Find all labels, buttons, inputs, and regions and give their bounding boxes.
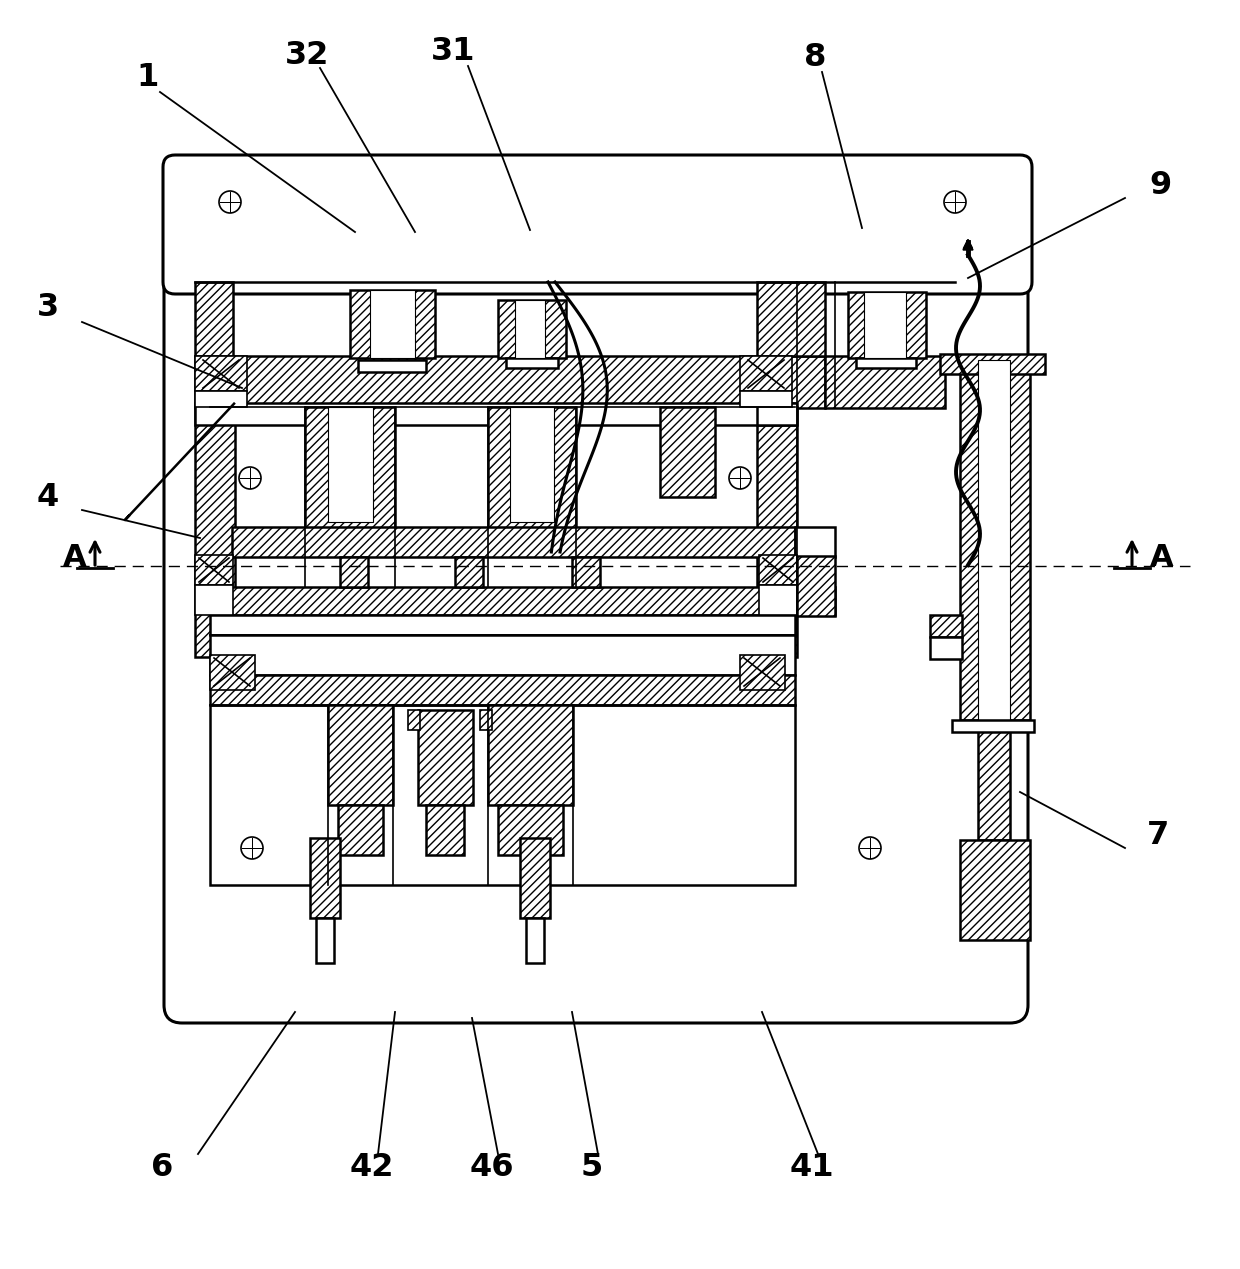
Text: 4: 4: [37, 482, 60, 514]
Bar: [960, 840, 1030, 940]
Bar: [660, 407, 715, 497]
Bar: [305, 407, 396, 537]
Text: 6: 6: [151, 1152, 174, 1184]
Bar: [340, 557, 368, 588]
Bar: [759, 555, 797, 585]
Bar: [825, 357, 945, 409]
Bar: [740, 391, 792, 407]
Bar: [498, 299, 565, 358]
Bar: [210, 634, 795, 675]
Text: A: A: [63, 543, 87, 572]
FancyBboxPatch shape: [164, 227, 1028, 1023]
Bar: [952, 720, 1034, 732]
Bar: [370, 291, 415, 358]
Bar: [210, 706, 795, 884]
Bar: [756, 282, 825, 357]
Bar: [418, 709, 472, 805]
Bar: [339, 805, 383, 855]
Bar: [195, 282, 233, 357]
Bar: [195, 555, 233, 585]
Circle shape: [241, 838, 263, 859]
Bar: [795, 588, 835, 615]
Bar: [210, 588, 795, 615]
Bar: [515, 299, 546, 358]
Bar: [455, 557, 484, 588]
Bar: [572, 557, 600, 588]
Text: 46: 46: [470, 1152, 515, 1184]
Text: 32: 32: [285, 39, 329, 71]
Bar: [930, 615, 962, 637]
Text: 31: 31: [430, 37, 475, 67]
Bar: [960, 360, 1030, 720]
Polygon shape: [963, 240, 973, 250]
Bar: [329, 706, 393, 805]
Circle shape: [859, 838, 880, 859]
Circle shape: [729, 467, 751, 489]
Circle shape: [219, 192, 241, 213]
Bar: [210, 675, 795, 706]
Text: 42: 42: [350, 1152, 394, 1184]
Text: 7: 7: [1147, 820, 1169, 850]
Bar: [195, 391, 247, 407]
Bar: [795, 527, 835, 557]
Bar: [489, 407, 577, 537]
Bar: [506, 358, 558, 368]
Bar: [978, 360, 1011, 720]
Bar: [310, 838, 340, 917]
Bar: [756, 404, 797, 425]
Bar: [740, 357, 792, 391]
Bar: [195, 357, 825, 409]
Text: 41: 41: [790, 1152, 835, 1184]
Bar: [210, 615, 795, 634]
Text: A: A: [1151, 543, 1174, 572]
Bar: [489, 706, 573, 805]
Circle shape: [944, 192, 966, 213]
Bar: [978, 720, 1011, 840]
Bar: [329, 407, 373, 522]
Circle shape: [239, 467, 260, 489]
Bar: [427, 805, 464, 855]
Bar: [195, 407, 236, 657]
Bar: [940, 354, 1045, 374]
Text: 5: 5: [580, 1152, 603, 1184]
Bar: [848, 292, 926, 358]
Text: 8: 8: [804, 42, 826, 74]
FancyBboxPatch shape: [162, 155, 1032, 294]
Text: 3: 3: [37, 292, 60, 324]
Bar: [526, 917, 544, 963]
Bar: [408, 709, 420, 730]
Bar: [350, 291, 435, 358]
Bar: [756, 407, 797, 657]
Text: 1: 1: [136, 62, 159, 94]
Bar: [498, 805, 563, 855]
Bar: [195, 357, 247, 391]
Bar: [358, 360, 427, 372]
Bar: [930, 637, 962, 659]
Bar: [740, 655, 785, 690]
Bar: [195, 404, 795, 425]
Bar: [856, 358, 916, 368]
Bar: [195, 585, 233, 615]
Bar: [232, 527, 795, 557]
Bar: [510, 407, 554, 522]
Text: 9: 9: [1149, 170, 1171, 201]
Bar: [759, 585, 797, 615]
Bar: [210, 655, 255, 690]
Bar: [864, 292, 906, 358]
Bar: [520, 838, 551, 917]
Bar: [797, 556, 835, 615]
Bar: [480, 709, 492, 730]
Bar: [316, 917, 334, 963]
